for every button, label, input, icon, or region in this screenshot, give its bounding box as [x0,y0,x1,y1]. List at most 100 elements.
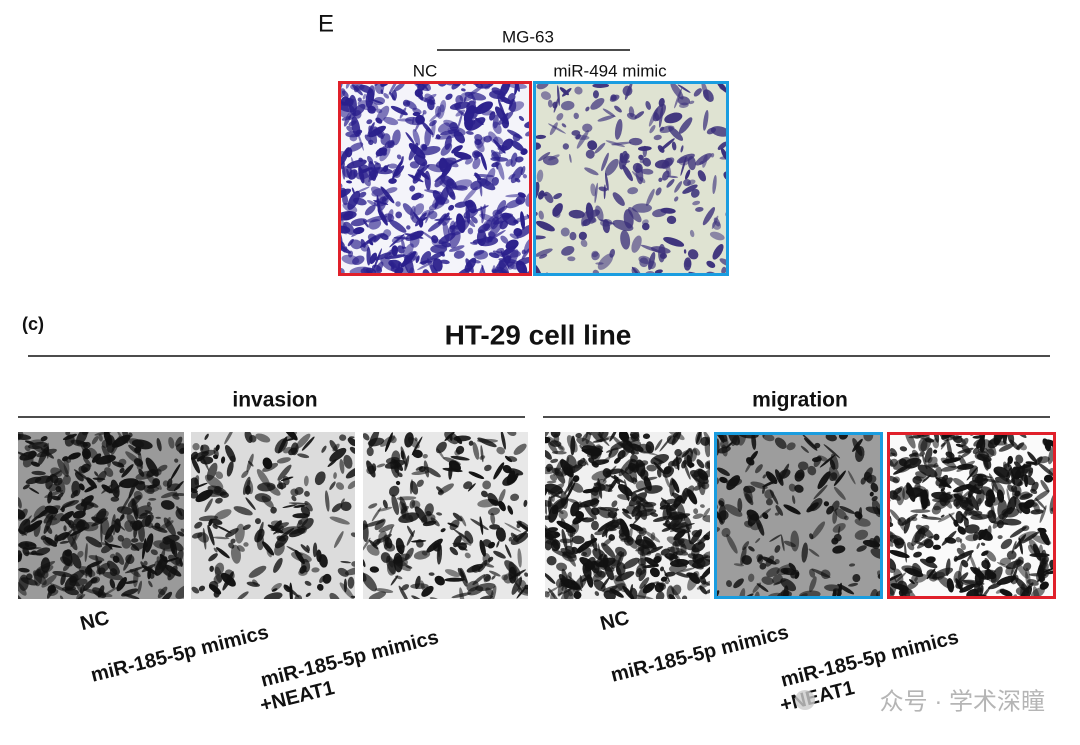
cell [333,472,337,480]
cell [669,558,690,568]
cell [664,112,683,124]
cell [636,500,641,506]
cell [662,506,669,520]
cell [368,432,380,448]
cell [534,134,547,139]
cell [960,538,963,544]
cell [961,437,969,447]
cell [414,506,428,524]
cell [980,486,994,497]
cell [388,249,394,257]
cell [290,488,299,497]
condition-line: miR-185-5p mimics [89,622,271,687]
cell [20,577,38,586]
cell [733,578,744,589]
cell [473,174,494,178]
cell [786,442,796,451]
cell [709,231,725,241]
cell [648,108,658,127]
cell [434,174,444,183]
cell [601,152,609,172]
cell [892,494,901,501]
cell [537,190,545,200]
cell [592,83,610,88]
cell [549,474,558,482]
cell [285,437,297,442]
cell [425,210,431,224]
cell [557,491,563,494]
cell [1032,586,1041,599]
cell [640,168,654,175]
cell [569,153,572,163]
cell [392,129,401,146]
cell [545,432,551,440]
cell [748,573,755,582]
cell [978,529,993,541]
cell [496,540,500,548]
cell [963,517,969,528]
cell [133,458,144,467]
highlight-border [714,432,883,599]
cell [718,500,725,507]
cell [376,105,390,124]
cell [1043,474,1054,483]
cell [348,120,357,127]
cell [144,510,153,515]
cell [602,108,616,118]
cell [726,580,733,588]
cell [660,566,665,572]
cell [225,444,236,463]
cell [919,451,925,457]
cell [961,501,969,508]
cell [319,575,326,584]
cell [246,479,254,495]
watermark: 众号 · 学术深瞳 [880,688,1045,715]
cell [215,471,224,480]
cell [440,129,460,136]
cell [451,145,463,154]
cell [509,233,519,240]
cell [104,432,113,435]
cell [106,560,120,575]
cell [482,219,492,231]
cell [962,579,985,586]
cell [560,518,567,530]
cell [693,88,702,97]
cell [911,528,922,547]
cell [395,544,406,549]
cell [291,495,297,502]
cell [637,585,648,599]
cell [794,484,804,493]
cell [775,504,784,516]
cell [568,582,575,597]
cell [545,572,556,584]
cell [204,433,209,440]
cell [664,571,676,577]
cell [573,591,582,599]
cell [88,555,105,562]
cell [1039,529,1050,546]
cell [109,578,116,589]
cell [940,514,945,518]
cell [382,499,388,509]
cell [599,219,616,225]
cell [711,215,719,229]
cell [615,571,635,582]
cell [206,462,218,481]
cell [552,101,558,109]
cell [601,542,616,558]
cell [774,512,780,516]
cell [353,227,365,235]
micrograph [18,432,184,599]
cell [102,586,120,597]
cell [435,441,447,454]
cell [246,581,260,587]
cell [568,209,585,219]
cell [745,457,755,466]
cell [934,466,942,480]
cell [106,435,116,453]
cell [558,510,564,515]
cell [559,87,569,96]
cell [776,564,796,576]
cell [813,484,828,500]
